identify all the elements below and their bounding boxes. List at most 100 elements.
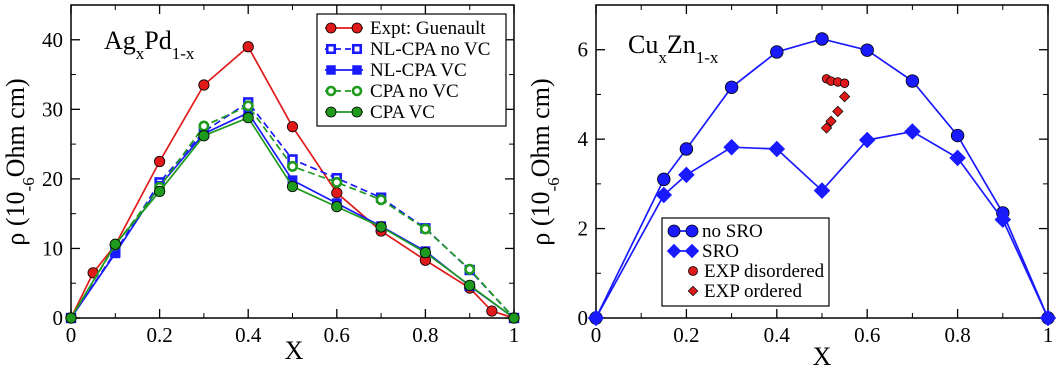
x-tick-label: 0.6: [324, 323, 350, 347]
x-tick-label: 1: [1043, 323, 1054, 347]
chart-title-part: Ag: [104, 26, 136, 55]
legend-entry: CPA no VC: [325, 81, 459, 102]
series-line: [70, 104, 515, 319]
x-tick-label: 0.4: [764, 323, 791, 347]
data-point: [832, 105, 844, 118]
legend-label: Expt: Guenault: [370, 18, 486, 39]
data-point: [198, 120, 210, 132]
data-point: [815, 32, 829, 46]
chart-title-part: 1-x: [696, 48, 719, 67]
legend-entry: no SRO: [667, 221, 763, 242]
data-point: [154, 155, 166, 168]
legend-marker: [666, 243, 682, 259]
x-axis-label: X: [285, 336, 304, 365]
data-point: [419, 223, 431, 235]
legend-label: CPA no VC: [370, 81, 459, 102]
legend-marker: [325, 85, 337, 97]
data-point: [657, 172, 671, 187]
x-tick-label: 0.6: [854, 323, 880, 347]
legend-entry: SRO: [666, 241, 739, 262]
x-tick-label: 0.2: [673, 323, 699, 347]
legend-label: CPA VC: [370, 102, 435, 123]
legend-entry: Expt: Guenault: [325, 18, 486, 39]
x-tick-label: 0: [591, 323, 602, 347]
data-point: [950, 128, 965, 143]
data-point: [858, 131, 876, 149]
data-point: [464, 263, 476, 275]
y-axis-label-part: ρ (10: [526, 191, 555, 245]
legend-marker: [352, 65, 362, 75]
y-axis-label-part: -6: [19, 177, 38, 191]
y-axis-label-part: Ohm cm): [526, 78, 555, 177]
y-tick-label: 0: [53, 306, 64, 330]
legend-marker: [351, 106, 363, 118]
chart-title-part: 1-x: [172, 44, 195, 63]
data-point: [486, 305, 498, 317]
legend-entry: NL-CPA VC: [325, 60, 467, 81]
data-point: [109, 238, 121, 250]
y-axis-label-part: Ohm cm): [1, 78, 30, 177]
legend-entry: NL-CPA no VC: [325, 39, 490, 60]
data-point: [994, 211, 1012, 228]
y-tick-label: 0: [578, 306, 589, 330]
y-tick-label: 6: [578, 38, 589, 62]
y-tick-label: 4: [578, 127, 589, 151]
chart-title: AgxPd1-x: [104, 26, 195, 63]
data-point: [813, 182, 831, 199]
chart-cuzn: 0 0.2 0.4 0.6 0.8 1 0 2 4 6 Xρ (10-6Ohm cm) CuxZn1-…: [526, 4, 1056, 369]
x-tick-label: 0.4: [235, 323, 262, 347]
data-point: [679, 142, 694, 156]
series-1: [587, 123, 1056, 327]
data-point: [464, 279, 476, 291]
chart-title-part: Pd: [144, 26, 171, 55]
data-point: [154, 185, 166, 198]
legend-marker: [326, 65, 336, 75]
legend-marker: [688, 266, 698, 276]
x-tick-label: 0: [66, 323, 77, 347]
legend-label: NL-CPA no VC: [370, 39, 490, 60]
data-point: [286, 121, 299, 133]
legend-label: EXP ordered: [704, 281, 802, 302]
chart-title-part: x: [136, 44, 145, 63]
data-point: [65, 312, 77, 324]
legend-entry: CPA VC: [325, 102, 435, 123]
data-point: [1039, 309, 1056, 327]
data-point: [770, 45, 784, 59]
legend-marker: [351, 85, 363, 97]
y-tick-label: 2: [578, 217, 589, 241]
legend-marker: [684, 243, 700, 259]
series-3: [65, 100, 520, 324]
legend-marker: [351, 43, 363, 55]
legend-label: EXP disordered: [704, 261, 825, 282]
data-point: [419, 247, 431, 259]
data-point: [820, 122, 833, 134]
data-point: [375, 221, 387, 233]
legend-entry: EXP ordered: [687, 281, 802, 302]
legend-label: NL-CPA VC: [370, 60, 467, 81]
data-point: [331, 201, 343, 213]
series-2: [66, 107, 519, 323]
y-tick-label: 40: [42, 28, 63, 52]
data-point: [768, 140, 786, 158]
data-point: [724, 80, 739, 94]
chart-title-part: Cu: [628, 30, 658, 59]
legend-label: SRO: [702, 241, 739, 262]
data-point: [905, 74, 920, 88]
data-point: [375, 194, 387, 206]
data-point: [242, 100, 254, 112]
series-line: [70, 116, 515, 319]
data-point: [508, 312, 520, 324]
chart-title: CuxZn1-x: [628, 30, 719, 67]
legend-label: no SRO: [702, 221, 763, 242]
data-point: [198, 130, 210, 142]
y-tick-label: 20: [42, 167, 63, 191]
y-tick-label: 10: [42, 236, 63, 260]
data-point: [825, 115, 837, 127]
legend-marker: [685, 224, 699, 238]
data-point: [655, 186, 673, 204]
y-axis-label-part: ρ (10: [1, 191, 30, 245]
data-point: [242, 112, 254, 124]
data-point: [286, 160, 298, 172]
